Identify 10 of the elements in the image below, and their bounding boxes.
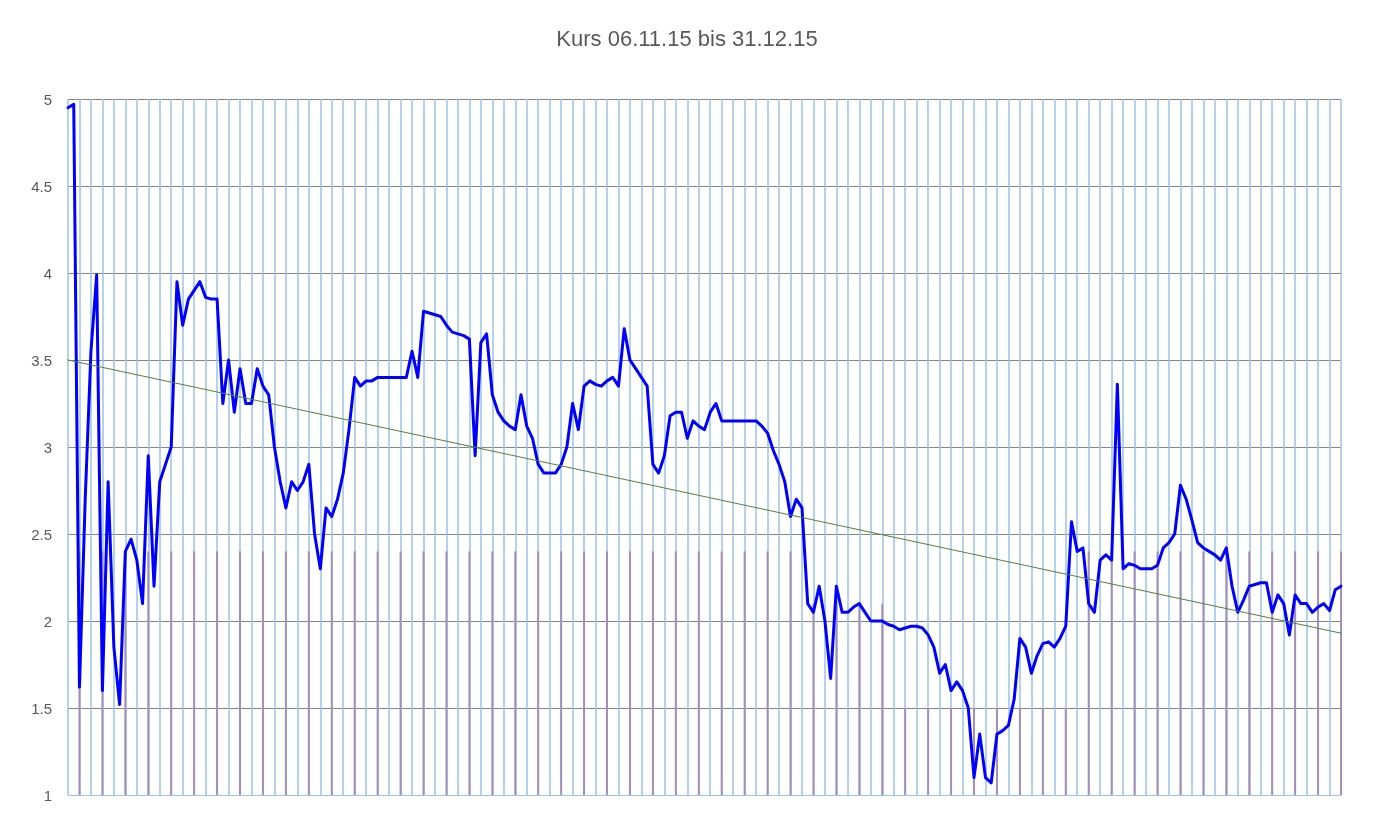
y-tick-label: 1	[43, 786, 52, 804]
y-tick-label: 3.5	[31, 351, 52, 369]
y-tick-label: 2	[43, 612, 52, 630]
y-tick-label: 4	[43, 264, 52, 282]
y-tick-label: 2.5	[31, 525, 52, 543]
y-tick-label: 5	[43, 90, 52, 108]
y-tick-label: 3	[43, 438, 52, 456]
y-tick-label: 4.5	[31, 177, 52, 195]
y-tick-label: 1.5	[31, 699, 52, 717]
chart-title: Kurs 06.11.15 bis 31.12.15	[556, 25, 818, 51]
